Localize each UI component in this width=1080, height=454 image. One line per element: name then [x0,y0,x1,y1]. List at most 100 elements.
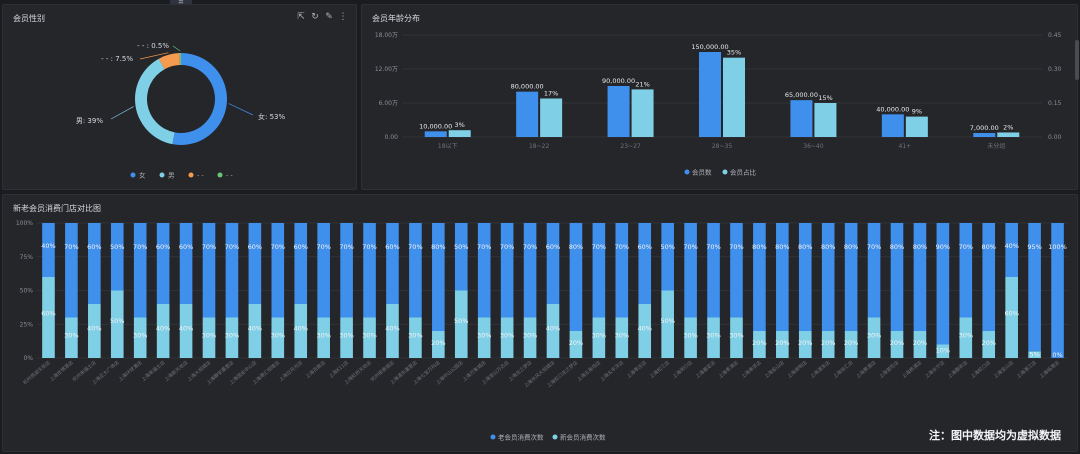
store-bar-new[interactable] [707,317,720,359]
legend-label[interactable]: 会员占比 [730,168,757,177]
store-bar-old[interactable] [340,223,353,318]
store-bar-old[interactable] [844,223,858,331]
age-bar-member-ratio[interactable] [631,89,654,137]
store-bar-new[interactable] [133,317,147,359]
age-bar-member-ratio[interactable] [814,103,837,137]
age-bar-member-count[interactable] [424,131,447,137]
age-bar-member-ratio[interactable] [723,57,745,137]
store-bar-new[interactable] [661,290,674,359]
store-bar-old[interactable] [454,223,468,291]
store-bar-old[interactable] [477,223,491,318]
age-bar-member-ratio[interactable] [997,132,1020,137]
store-bar-old[interactable] [913,223,927,331]
store-bar-new[interactable] [363,317,376,359]
store-bar-old[interactable] [179,223,193,304]
store-bar-new[interactable] [844,331,858,358]
store-bar-old[interactable] [867,223,881,318]
store-bar-old[interactable] [248,223,262,304]
store-bar-new[interactable] [156,304,170,358]
store-bar-old[interactable] [156,223,170,304]
age-bar-member-ratio[interactable] [905,116,928,137]
age-bar-member-ratio[interactable] [540,98,563,137]
store-bar-old[interactable] [798,223,812,331]
store-bar-new[interactable] [753,331,766,358]
pie-slice[interactable] [158,53,180,70]
store-bar-new[interactable] [454,290,468,359]
store-bar-new[interactable] [867,317,881,359]
store-bar-old[interactable] [730,223,743,318]
store-bar-new[interactable] [340,317,353,359]
store-bar-old[interactable] [615,223,629,318]
store-bar-new[interactable] [776,331,789,358]
store-bar-old[interactable] [684,223,697,318]
store-bar-old[interactable] [753,223,766,331]
store-bar-old[interactable] [982,223,996,331]
store-bar-old[interactable] [110,223,124,291]
store-bar-old[interactable] [500,223,514,318]
store-bar-new[interactable] [1028,351,1041,358]
store-bar-new[interactable] [409,317,422,359]
age-bar-member-count[interactable] [516,91,539,137]
store-bar-new[interactable] [110,290,124,359]
store-bar-old[interactable] [776,223,789,331]
store-bar-new[interactable] [225,317,239,359]
legend-label[interactable]: 男 [168,172,175,180]
store-bar-old[interactable] [432,223,445,331]
store-bar-old[interactable] [638,223,652,304]
store-bar-old[interactable] [936,223,950,345]
legend-label[interactable]: - - [197,172,204,180]
store-bar-old[interactable] [661,223,674,291]
store-bar-new[interactable] [546,304,560,358]
store-bar-new[interactable] [730,317,743,359]
store-bar-new[interactable] [202,317,216,359]
store-bar-old[interactable] [133,223,147,318]
store-bar-new[interactable] [569,331,583,358]
store-bar-new[interactable] [913,331,927,358]
store-bar-new[interactable] [65,317,78,359]
store-bar-new[interactable] [317,317,330,359]
store-bar-new[interactable] [982,331,996,358]
store-bar-new[interactable] [88,304,101,358]
store-bar-new[interactable] [821,331,835,358]
age-bar-member-count[interactable] [699,52,721,137]
age-bar-member-count[interactable] [881,114,904,137]
store-bar-new[interactable] [890,331,904,358]
store-bar-old[interactable] [546,223,560,304]
store-bar-old[interactable] [42,223,55,277]
store-bar-new[interactable] [179,304,193,358]
age-bar-member-ratio[interactable] [448,130,471,137]
store-bar-old[interactable] [202,223,216,318]
store-bar-old[interactable] [959,223,973,318]
store-bar-new[interactable] [523,317,537,359]
store-bar-old[interactable] [409,223,422,318]
store-bar-new[interactable] [477,317,491,359]
store-bar-old[interactable] [386,223,399,304]
age-bar-member-count[interactable] [790,100,813,137]
store-bar-old[interactable] [592,223,606,318]
store-bar-new[interactable] [271,317,285,359]
store-bar-old[interactable] [1028,223,1041,352]
legend-label[interactable]: 会员数 [692,168,712,177]
refresh-icon[interactable]: ↻ [311,12,319,22]
store-bar-new[interactable] [684,317,697,359]
store-bar-old[interactable] [65,223,78,318]
age-bar-member-count[interactable] [973,133,996,137]
pie-slice[interactable] [179,53,181,66]
store-bar-new[interactable] [1005,277,1018,358]
legend-label[interactable]: 老会员消费次数 [498,433,544,442]
store-bar-new[interactable] [294,304,308,358]
store-bar-new[interactable] [42,277,55,358]
age-bar-member-count[interactable] [607,86,630,137]
legend-label[interactable]: 新会员消费次数 [560,433,606,442]
store-bar-old[interactable] [1051,223,1064,358]
store-bar-old[interactable] [707,223,720,318]
scrollbar[interactable] [1075,40,1079,80]
legend-label[interactable]: 女 [139,171,146,180]
store-bar-new[interactable] [592,317,606,359]
store-bar-old[interactable] [1005,223,1018,277]
store-bar-new[interactable] [936,344,950,359]
store-bar-old[interactable] [294,223,308,304]
edit-icon[interactable]: ✎ [325,12,333,22]
store-bar-old[interactable] [890,223,904,331]
legend-label[interactable]: - - [226,172,233,180]
